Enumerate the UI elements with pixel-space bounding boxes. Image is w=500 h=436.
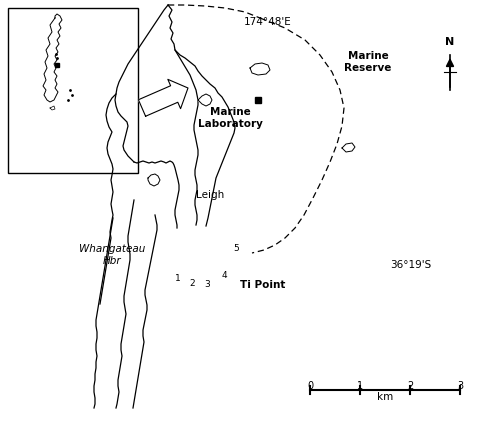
Text: Ti Point: Ti Point (240, 280, 286, 290)
Text: 2: 2 (189, 279, 195, 287)
Text: 174°48'E: 174°48'E (244, 17, 292, 27)
Text: 5: 5 (233, 243, 239, 252)
Text: 3: 3 (457, 381, 463, 391)
Text: Marine
Reserve: Marine Reserve (344, 51, 392, 73)
Polygon shape (342, 143, 355, 152)
Text: 3: 3 (204, 279, 210, 289)
Text: N: N (446, 37, 454, 47)
Text: 2: 2 (407, 381, 413, 391)
Text: Marine
Laboratory: Marine Laboratory (198, 107, 262, 129)
Text: 1: 1 (357, 381, 363, 391)
Text: km: km (377, 392, 393, 402)
Polygon shape (198, 94, 212, 106)
Text: 36°19'S: 36°19'S (390, 260, 431, 270)
Text: Leigh: Leigh (196, 190, 224, 200)
Polygon shape (138, 79, 188, 116)
Bar (8, 8, 138, 173)
Text: 4: 4 (221, 270, 227, 279)
Polygon shape (250, 63, 270, 75)
Polygon shape (148, 174, 160, 186)
Text: 0: 0 (307, 381, 313, 391)
Polygon shape (50, 106, 55, 110)
Text: 1: 1 (175, 273, 181, 283)
Text: Whangateau
Hbr: Whangateau Hbr (79, 244, 145, 266)
